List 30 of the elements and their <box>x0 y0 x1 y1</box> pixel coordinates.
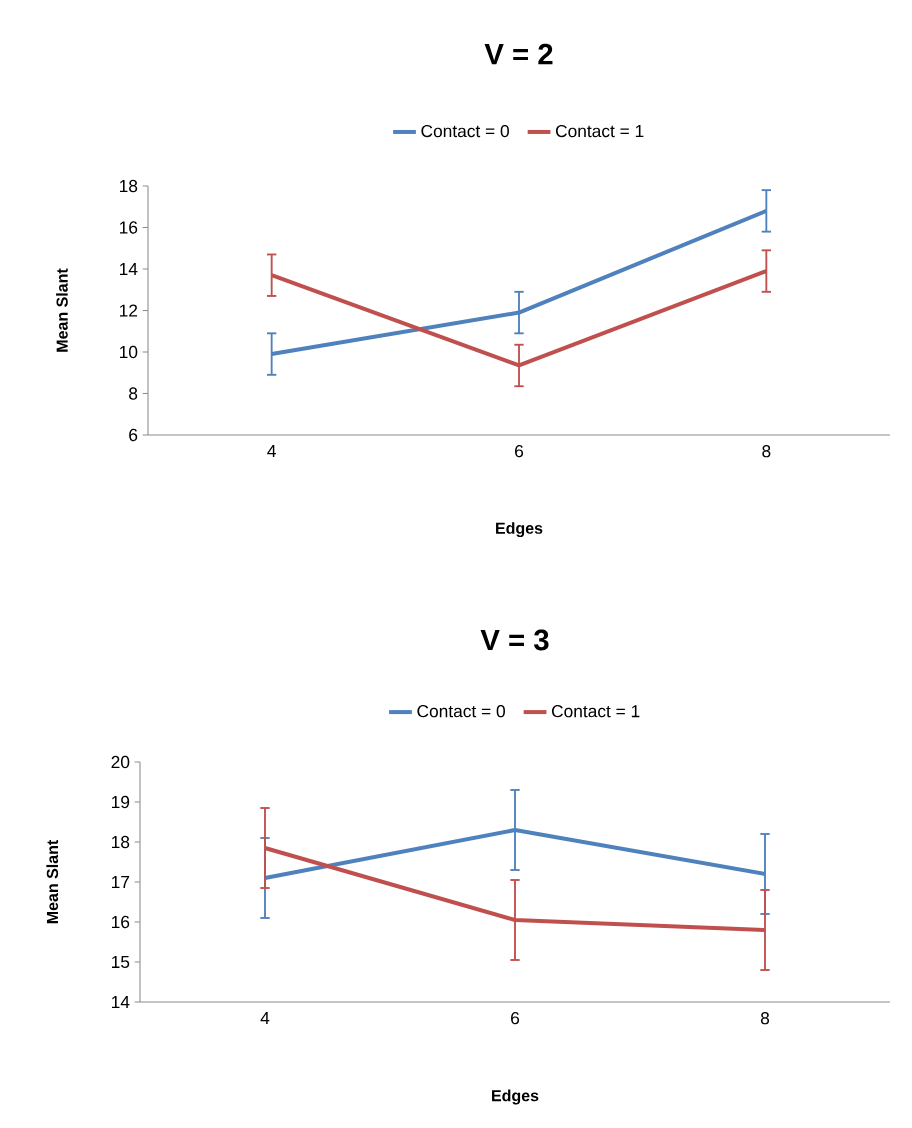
y-tick-label: 14 <box>111 996 130 1008</box>
legend-label: Contact = 1 <box>555 124 644 138</box>
y-tick-label: 8 <box>129 387 138 400</box>
legend-label: Contact = 0 <box>417 705 505 718</box>
x-tick-label: 4 <box>267 445 276 457</box>
chart-title: V = 3 <box>480 629 549 651</box>
y-tick-label: 18 <box>111 835 130 849</box>
y-tick-label: 6 <box>129 428 138 442</box>
y-axis-title: Mean Slant <box>46 839 59 924</box>
y-tick-label: 16 <box>111 915 130 929</box>
y-tick-label: 17 <box>111 876 130 888</box>
legend-label: Contact = 0 <box>421 124 509 138</box>
legend-label: Contact = 1 <box>551 705 640 718</box>
y-tick-label: 14 <box>119 263 138 275</box>
y-tick-label: 16 <box>119 221 138 234</box>
x-tick-label: 4 <box>260 1012 270 1024</box>
y-axis-title: Mean Slant <box>56 268 68 352</box>
x-tick-label: 8 <box>760 1012 770 1025</box>
y-tick-label: 19 <box>111 795 130 809</box>
x-axis-title: Edges <box>496 522 543 538</box>
x-axis-title: Edges <box>492 1089 539 1105</box>
x-tick-label: 6 <box>515 445 524 458</box>
x-tick-label: 8 <box>762 445 771 458</box>
y-tick-label: 12 <box>119 304 138 317</box>
y-tick-label: 15 <box>111 955 130 969</box>
x-tick-label: 6 <box>511 1012 520 1025</box>
y-tick-label: 10 <box>119 345 138 359</box>
y-tick-label: 18 <box>119 179 138 193</box>
y-tick-label: 20 <box>111 755 130 769</box>
chart-title: V = 2 <box>484 43 553 65</box>
